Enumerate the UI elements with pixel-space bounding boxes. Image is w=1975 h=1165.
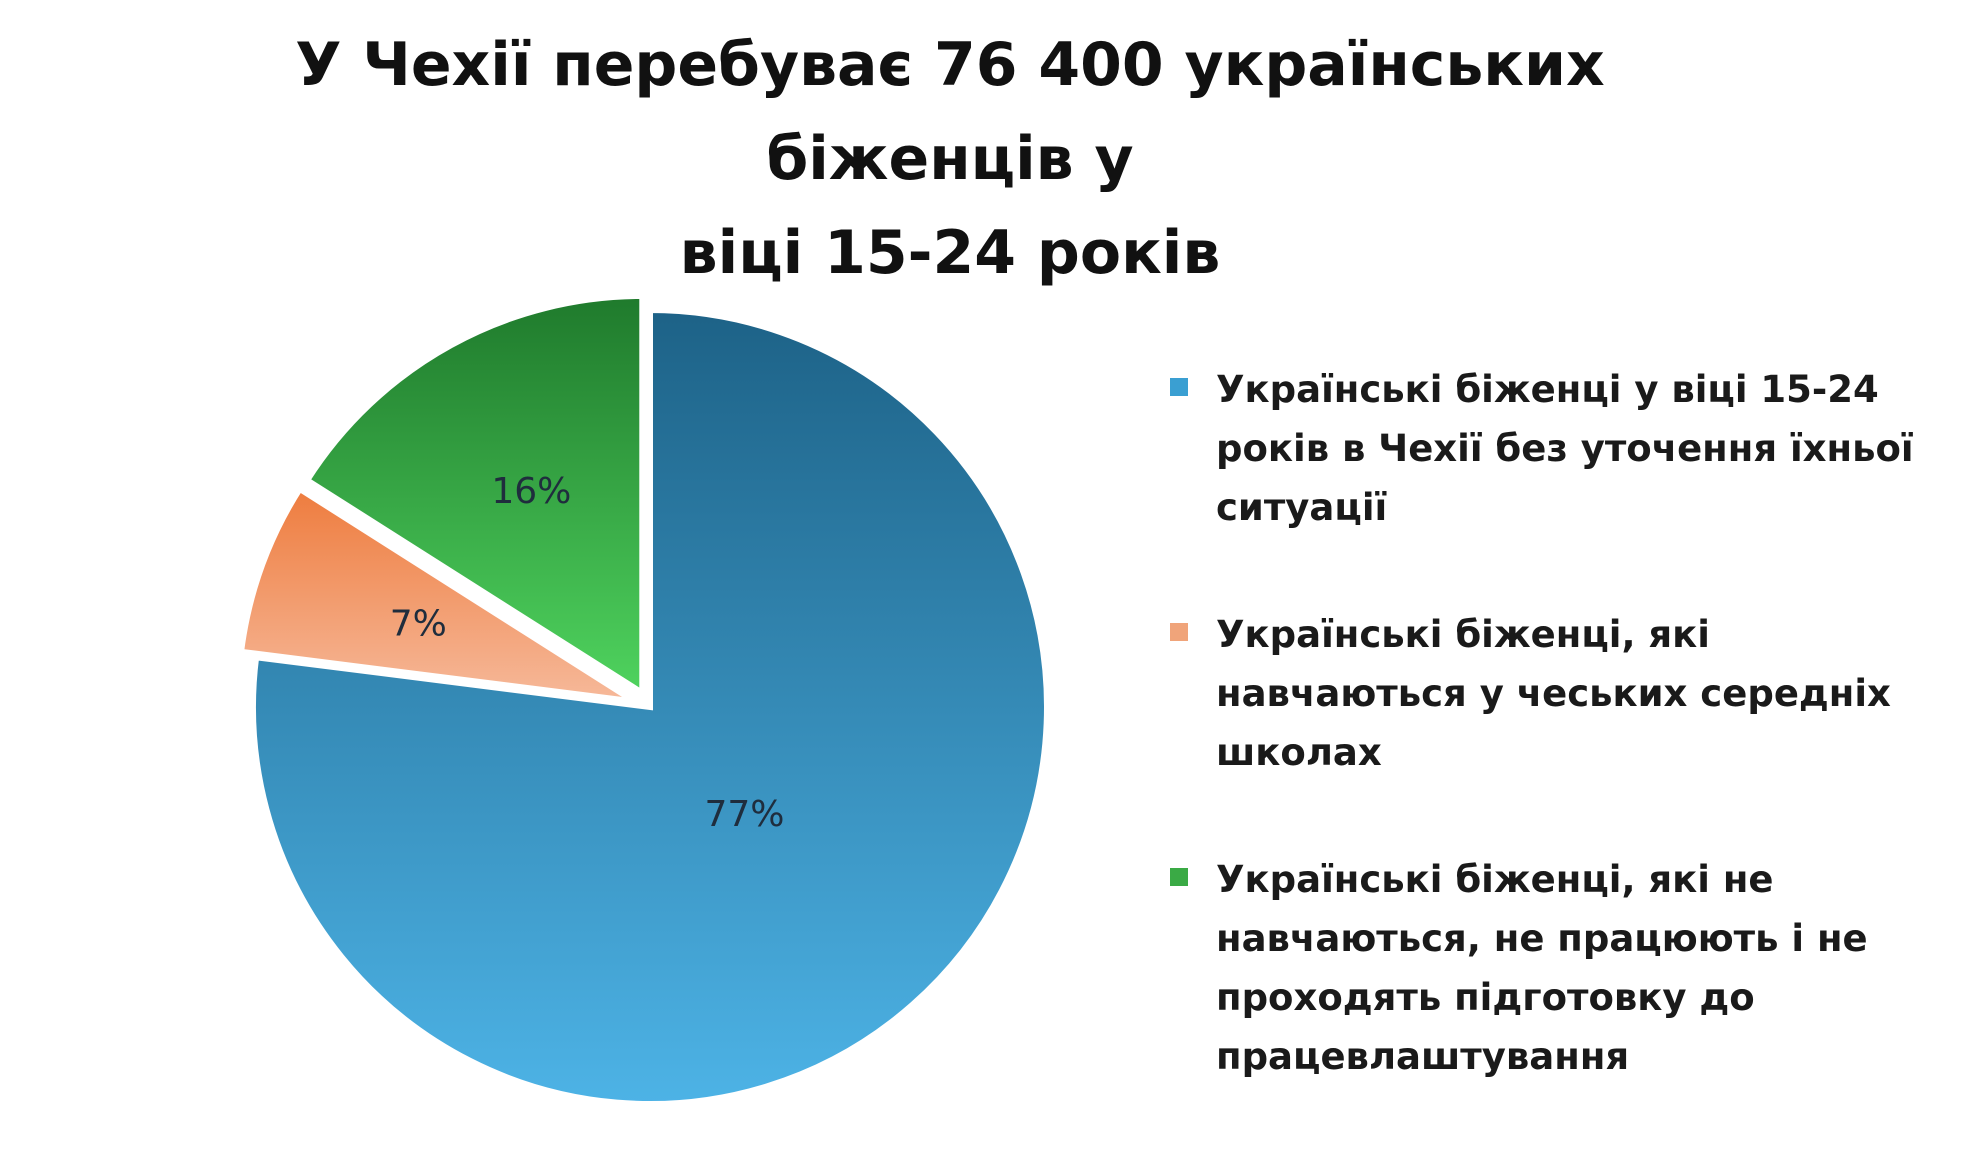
- legend-label-studying: Українські біженці, які навчаються у чес…: [1216, 613, 1891, 774]
- legend-label-unspecified: Українські біженці у віці 15-24 років в …: [1216, 368, 1914, 529]
- legend-item-neet: Українські біженці, які не навчаються, н…: [1170, 850, 1956, 1086]
- legend-swatch-green: [1170, 868, 1188, 886]
- legend-swatch-blue: [1170, 378, 1188, 396]
- legend-item-unspecified: Українські біженці у віці 15-24 років в …: [1170, 360, 1956, 537]
- pie-slice-neet: [302, 292, 646, 699]
- legend-label-neet: Українські біженці, які не навчаються, н…: [1216, 858, 1868, 1078]
- pie-slice-studying: [237, 484, 637, 705]
- legend-item-studying: Українські біженці, які навчаються у чес…: [1170, 605, 1956, 782]
- chart-title: У Чехії перебуває 76 400 українських біж…: [150, 18, 1750, 300]
- pie-slice-unspecified: [250, 306, 1050, 1107]
- chart-title-line-1: У Чехії перебуває 76 400 українських біж…: [295, 30, 1605, 194]
- pie-slice-studying-label: 7%: [390, 604, 447, 645]
- chart-title-line-2: віці 15-24 років: [679, 218, 1221, 288]
- pie-slice-unspecified-label: 77%: [705, 794, 785, 835]
- legend-swatch-orange: [1170, 623, 1188, 641]
- pie-slice-neet-label: 16%: [491, 471, 571, 512]
